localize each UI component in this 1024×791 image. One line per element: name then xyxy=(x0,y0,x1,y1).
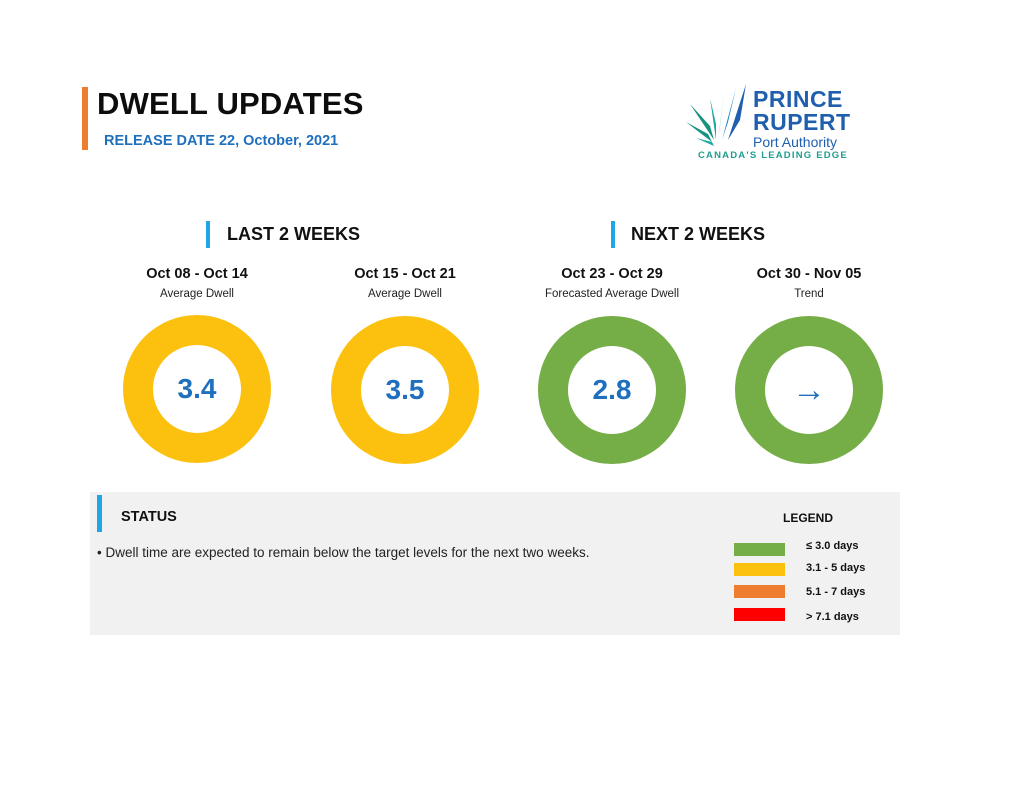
legend-label: 5.1 - 7 days xyxy=(806,586,866,598)
period-header-3: Oct 23 - Oct 29 Forecasted Average Dwell xyxy=(512,266,712,300)
release-date: RELEASE DATE 22, October, 2021 xyxy=(104,133,339,149)
arrow-right-icon: → xyxy=(792,370,826,409)
period-date: Oct 08 - Oct 14 xyxy=(146,266,248,282)
legend-swatch-red xyxy=(734,608,785,621)
logo-line-rupert: RUPERT xyxy=(753,109,851,135)
logo-tagline: CANADA'S LEADING EDGE xyxy=(698,150,848,161)
dwell-ring-3: 2.8 xyxy=(538,316,686,464)
dwell-value: 3.4 xyxy=(177,373,217,404)
legend-label: 3.1 - 5 days xyxy=(806,562,866,574)
dwell-value: 2.8 xyxy=(592,374,632,405)
period-label: Average Dwell xyxy=(160,288,234,300)
status-accent-bar xyxy=(97,495,102,532)
legend-label: ≤ 3.0 days xyxy=(806,540,859,552)
logo-line-port-authority: Port Authority xyxy=(753,134,838,150)
dwell-ring-2: 3.5 xyxy=(331,316,479,464)
period-header-4: Oct 30 - Nov 05 Trend xyxy=(709,266,909,300)
legend-swatch-yellow xyxy=(734,563,785,576)
status-text: • Dwell time are expected to remain belo… xyxy=(97,545,590,560)
legend-label: > 7.1 days xyxy=(806,611,859,623)
legend-swatch-green xyxy=(734,543,785,556)
legend-title: LEGEND xyxy=(783,511,834,525)
logo-line-prince: PRINCE xyxy=(753,86,843,112)
period-label: Trend xyxy=(794,288,824,300)
period-date: Oct 23 - Oct 29 xyxy=(561,266,663,282)
dwell-value: 3.5 xyxy=(385,374,425,405)
next-weeks-accent-bar xyxy=(611,221,615,248)
period-header-1: Oct 08 - Oct 14 Average Dwell xyxy=(97,266,297,300)
title-accent-bar xyxy=(82,87,88,150)
prince-rupert-logo: PRINCE RUPERT Port Authority CANADA'S LE… xyxy=(684,82,860,164)
period-date: Oct 15 - Oct 21 xyxy=(354,266,456,282)
section-title-last-2-weeks: LAST 2 WEEKS xyxy=(227,224,361,244)
period-header-2: Oct 15 - Oct 21 Average Dwell xyxy=(305,266,505,300)
maple-leaf-logo-icon xyxy=(686,84,746,146)
period-date: Oct 30 - Nov 05 xyxy=(756,266,862,282)
trend-ring: → xyxy=(735,316,883,464)
period-label: Average Dwell xyxy=(368,288,442,300)
dwell-ring-1: 3.4 xyxy=(123,315,271,463)
legend-swatch-orange xyxy=(734,585,785,598)
status-title: STATUS xyxy=(121,509,177,525)
section-title-next-2-weeks: NEXT 2 WEEKS xyxy=(631,224,766,244)
page-title: DWELL UPDATES xyxy=(97,86,364,121)
period-label: Forecasted Average Dwell xyxy=(544,288,680,300)
last-weeks-accent-bar xyxy=(206,221,210,248)
